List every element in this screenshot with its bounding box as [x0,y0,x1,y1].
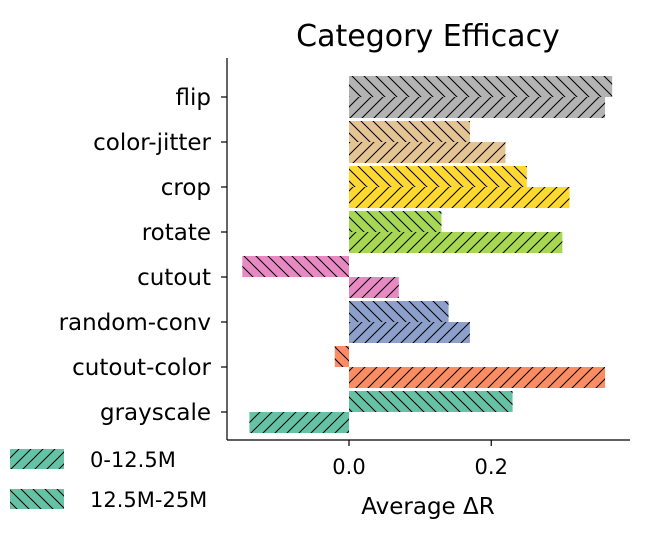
category-label-cutout: cutout [137,265,211,291]
category-label-flip: flip [176,85,211,111]
bar-hatch-cutout-color-series-2 [334,346,349,367]
category-label-rotate: rotate [142,220,211,246]
bar-hatch-rotate-series-2 [349,211,442,232]
bar-hatch-grayscale-series-1 [249,412,349,433]
x-axis-label: Average ΔR [361,494,494,520]
bar-hatch-random-conv-series-1 [349,322,470,343]
category-label-crop: crop [161,175,211,201]
bar-hatch-cutout-series-2 [242,256,349,277]
legend-label-series-2: 12.5M-25M [90,488,207,512]
bar-hatch-crop-series-1 [349,187,570,208]
category-label-cutout-color: cutout-color [72,355,211,381]
legend: 0-12.5M 12.5M-25M [10,448,207,512]
bar-hatch-flip-series-1 [349,97,606,118]
category-label-random-conv: random-conv [59,310,211,336]
bar-hatch-color-jitter-series-2 [349,121,470,142]
bar-hatch-grayscale-series-2 [349,391,513,412]
bar-hatch-cutout-series-1 [349,277,399,298]
bar-hatch-random-conv-series-2 [349,301,449,322]
legend-label-series-1: 0-12.5M [90,448,176,472]
x-tick-label: 0.2 [475,455,508,479]
x-tick-label: 0.0 [332,455,365,479]
bar-hatch-crop-series-2 [349,166,527,187]
category-label-color-jitter: color-jitter [93,130,211,156]
bar-hatch-flip-series-2 [349,76,613,97]
chart-title: Category Efficacy [296,19,560,54]
bar-hatch-rotate-series-1 [349,232,563,253]
category-label-grayscale: grayscale [100,400,211,426]
bar-hatch-cutout-color-series-1 [349,367,606,388]
bar-hatch-color-jitter-series-1 [349,142,506,163]
